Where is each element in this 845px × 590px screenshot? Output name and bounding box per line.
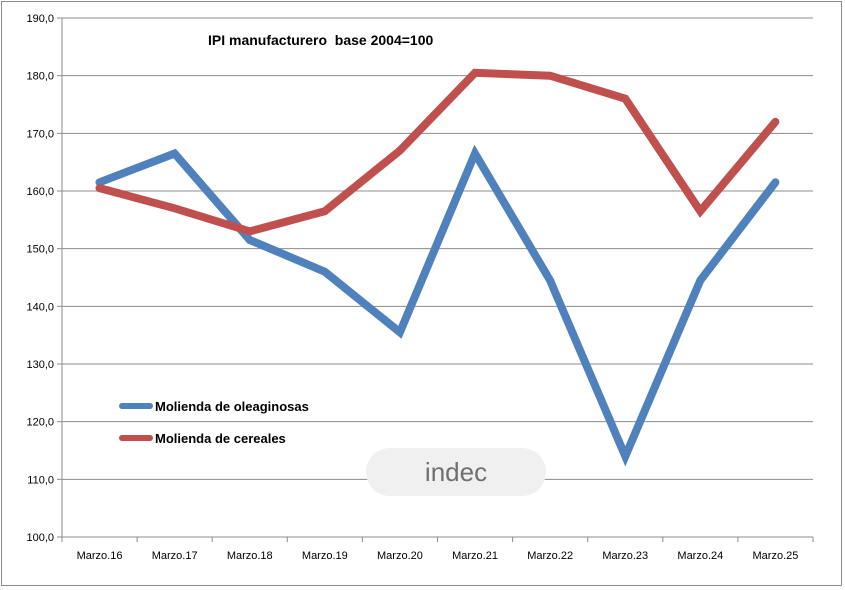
y-tick-label: 120,0 [26,417,54,429]
y-tick-label: 110,0 [27,474,54,486]
y-tick-label: 140,0 [26,301,54,313]
watermark-text: indec [425,457,487,487]
y-tick-label: 180,0 [26,71,54,83]
y-tick-label: 170,0 [26,128,54,140]
legend-label: Molienda de cereales [155,431,286,446]
x-tick-label: Marzo.16 [77,550,123,562]
series-line-molienda-de-oleaginosas [95,144,780,467]
y-tick-label: 190,0 [26,13,54,25]
x-tick-label: Marzo.22 [527,550,573,562]
indec-logo: indec [366,448,546,496]
legend-label: Molienda de oleaginosas [155,399,309,414]
x-tick-label: Marzo.25 [753,550,799,562]
x-tick-label: Marzo.17 [152,550,198,562]
chart-title: IPI manufacturero base 2004=100 [208,32,433,48]
x-tick-label: Marzo.21 [452,550,498,562]
x-tick-label: Marzo.18 [227,550,273,562]
x-tick-label: Marzo.23 [602,550,648,562]
x-tick-label: Marzo.24 [677,550,723,562]
x-tick-label: Marzo.20 [377,550,423,562]
y-axis-ticks: 100,0 110,0 120,0 130,0 140,0 150,0 160,0 170,0… [26,13,62,544]
x-axis-ticks: Marzo.16 Marzo.17 Marzo.18 Marzo.19 Marzo.20… [61,537,814,562]
series-lines [95,68,780,467]
y-tick-label: 150,0 [26,244,54,256]
y-tick-label: 100,0 [26,532,54,544]
legend: Molienda de oleaginosas Molienda de cerea… [119,399,309,446]
y-tick-label: 160,0 [26,186,54,198]
x-tick-label: Marzo.19 [302,550,348,562]
y-tick-label: 130,0 [26,359,54,371]
series-line-molienda-de-cereales [95,68,780,236]
